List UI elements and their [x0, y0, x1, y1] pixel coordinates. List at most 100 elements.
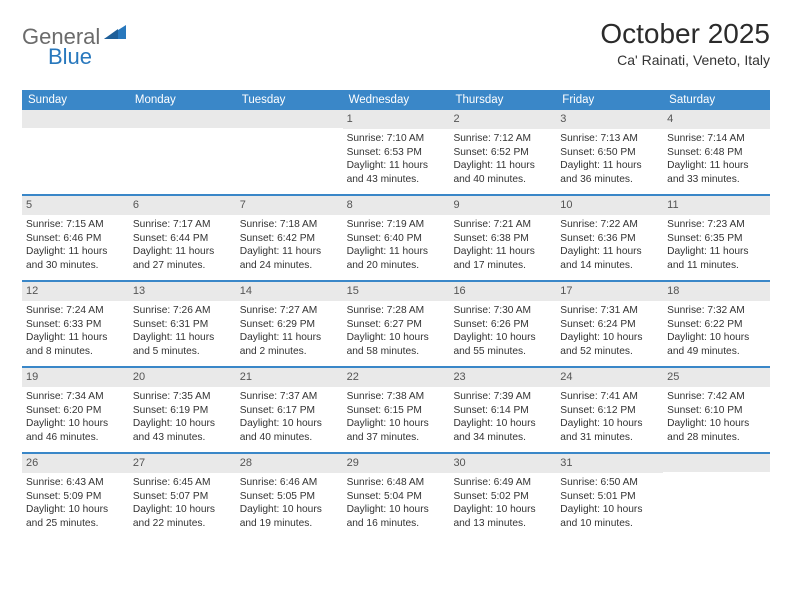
- sunrise-text: Sunrise: 7:19 AM: [347, 218, 446, 232]
- daylight-text: Daylight: 10 hours and 58 minutes.: [347, 331, 446, 359]
- sunrise-text: Sunrise: 6:43 AM: [26, 476, 125, 490]
- day-number-row: 20: [129, 368, 236, 387]
- daylight-text: Daylight: 11 hours and 11 minutes.: [667, 245, 766, 273]
- day-cell: [22, 110, 129, 194]
- day-number-row: 11: [663, 196, 770, 215]
- day-text: Sunrise: 6:46 AMSunset: 5:05 PMDaylight:…: [240, 476, 339, 531]
- day-number-row: 7: [236, 196, 343, 215]
- sunrise-text: Sunrise: 7:10 AM: [347, 132, 446, 146]
- daylight-text: Daylight: 10 hours and 22 minutes.: [133, 503, 232, 531]
- day-number-row: 27: [129, 454, 236, 473]
- day-text: Sunrise: 6:48 AMSunset: 5:04 PMDaylight:…: [347, 476, 446, 531]
- day-number: 2: [453, 113, 459, 125]
- day-text: Sunrise: 7:23 AMSunset: 6:35 PMDaylight:…: [667, 218, 766, 273]
- day-number: 31: [560, 457, 572, 469]
- day-text: Sunrise: 6:50 AMSunset: 5:01 PMDaylight:…: [560, 476, 659, 531]
- day-number-row: 17: [556, 282, 663, 301]
- sunset-text: Sunset: 6:40 PM: [347, 232, 446, 246]
- day-cell: [236, 110, 343, 194]
- day-cell: 23 Sunrise: 7:39 AMSunset: 6:14 PMDayligh…: [449, 368, 556, 452]
- day-number: 30: [453, 457, 465, 469]
- sunset-text: Sunset: 6:38 PM: [453, 232, 552, 246]
- week-row: 19Sunrise: 7:34 AMSunset: 6:20 PMDayligh…: [22, 366, 770, 452]
- day-number-row: 29: [343, 454, 450, 473]
- sunset-text: Sunset: 5:05 PM: [240, 490, 339, 504]
- daylight-text: Daylight: 10 hours and 28 minutes.: [667, 417, 766, 445]
- sunrise-text: Sunrise: 7:22 AM: [560, 218, 659, 232]
- day-cell: 26Sunrise: 6:43 AMSunset: 5:09 PMDayligh…: [22, 454, 129, 538]
- day-cell: 18 Sunrise: 7:32 AMSunset: 6:22 PMDayligh…: [663, 282, 770, 366]
- day-text: Sunrise: 7:42 AMSunset: 6:10 PMDaylight:…: [667, 390, 766, 445]
- day-number-row: 23: [449, 368, 556, 387]
- sunrise-text: Sunrise: 7:31 AM: [560, 304, 659, 318]
- sunrise-text: Sunrise: 7:28 AM: [347, 304, 446, 318]
- day-number-row: 6: [129, 196, 236, 215]
- day-number-row: 14: [236, 282, 343, 301]
- day-cell: 10Sunrise: 7:22 AMSunset: 6:36 PMDayligh…: [556, 196, 663, 280]
- day-number-row: 12: [22, 282, 129, 301]
- sunset-text: Sunset: 6:17 PM: [240, 404, 339, 418]
- sunrise-text: Sunrise: 7:24 AM: [26, 304, 125, 318]
- sunrise-text: Sunrise: 7:15 AM: [26, 218, 125, 232]
- day-cell: 15Sunrise: 7:28 AMSunset: 6:27 PMDayligh…: [343, 282, 450, 366]
- day-number: 26: [26, 457, 38, 469]
- week-row: 26Sunrise: 6:43 AMSunset: 5:09 PMDayligh…: [22, 452, 770, 538]
- day-number-row: 21: [236, 368, 343, 387]
- sunset-text: Sunset: 6:50 PM: [560, 146, 659, 160]
- day-number: 1: [347, 113, 353, 125]
- day-cell: 12 Sunrise: 7:24 AMSunset: 6:33 PMDayligh…: [22, 282, 129, 366]
- weekday-header: Tuesday: [236, 90, 343, 110]
- weekday-header: Thursday: [449, 90, 556, 110]
- day-number-row: [129, 110, 236, 128]
- day-cell: 2Sunrise: 7:12 AMSunset: 6:52 PMDaylight…: [449, 110, 556, 194]
- sunset-text: Sunset: 6:19 PM: [133, 404, 232, 418]
- day-cell: 11 Sunrise: 7:23 AMSunset: 6:35 PMDayligh…: [663, 196, 770, 280]
- day-number-row: 28: [236, 454, 343, 473]
- daylight-text: Daylight: 10 hours and 49 minutes.: [667, 331, 766, 359]
- sunrise-text: Sunrise: 7:32 AM: [667, 304, 766, 318]
- daylight-text: Daylight: 10 hours and 52 minutes.: [560, 331, 659, 359]
- sunrise-text: Sunrise: 7:26 AM: [133, 304, 232, 318]
- daylight-text: Daylight: 11 hours and 30 minutes.: [26, 245, 125, 273]
- day-number-row: 18: [663, 282, 770, 301]
- day-number-row: 30: [449, 454, 556, 473]
- day-text: Sunrise: 7:14 AMSunset: 6:48 PMDaylight:…: [667, 132, 766, 187]
- day-text: Sunrise: 7:39 AMSunset: 6:14 PMDaylight:…: [453, 390, 552, 445]
- day-number-row: [236, 110, 343, 128]
- daylight-text: Daylight: 10 hours and 25 minutes.: [26, 503, 125, 531]
- day-text: Sunrise: 7:18 AMSunset: 6:42 PMDaylight:…: [240, 218, 339, 273]
- daylight-text: Daylight: 10 hours and 37 minutes.: [347, 417, 446, 445]
- day-cell: 19Sunrise: 7:34 AMSunset: 6:20 PMDayligh…: [22, 368, 129, 452]
- day-number-row: 16: [449, 282, 556, 301]
- daylight-text: Daylight: 11 hours and 33 minutes.: [667, 159, 766, 187]
- sunrise-text: Sunrise: 6:49 AM: [453, 476, 552, 490]
- logo-blue-text: Blue: [48, 44, 92, 69]
- daylight-text: Daylight: 10 hours and 16 minutes.: [347, 503, 446, 531]
- daylight-text: Daylight: 11 hours and 8 minutes.: [26, 331, 125, 359]
- day-number-row: 9: [449, 196, 556, 215]
- week-row: 5Sunrise: 7:15 AMSunset: 6:46 PMDaylight…: [22, 194, 770, 280]
- day-number: 6: [133, 199, 139, 211]
- sunrise-text: Sunrise: 7:35 AM: [133, 390, 232, 404]
- day-number-row: 31: [556, 454, 663, 473]
- week-row: 1Sunrise: 7:10 AMSunset: 6:53 PMDaylight…: [22, 110, 770, 194]
- day-number: 16: [453, 285, 465, 297]
- sunrise-text: Sunrise: 6:46 AM: [240, 476, 339, 490]
- calendar: SundayMondayTuesdayWednesdayThursdayFrid…: [22, 90, 770, 538]
- day-number: 17: [560, 285, 572, 297]
- day-number: 21: [240, 371, 252, 383]
- sunset-text: Sunset: 6:22 PM: [667, 318, 766, 332]
- page-subtitle: Ca' Rainati, Veneto, Italy: [600, 52, 770, 68]
- day-number-row: 2: [449, 110, 556, 129]
- day-text: Sunrise: 7:41 AMSunset: 6:12 PMDaylight:…: [560, 390, 659, 445]
- day-cell: 27 Sunrise: 6:45 AMSunset: 5:07 PMDayligh…: [129, 454, 236, 538]
- sunset-text: Sunset: 6:33 PM: [26, 318, 125, 332]
- day-text: Sunrise: 7:35 AMSunset: 6:19 PMDaylight:…: [133, 390, 232, 445]
- day-cell: [129, 110, 236, 194]
- day-number-row: [663, 454, 770, 472]
- daylight-text: Daylight: 11 hours and 40 minutes.: [453, 159, 552, 187]
- sunset-text: Sunset: 6:12 PM: [560, 404, 659, 418]
- day-text: Sunrise: 6:45 AMSunset: 5:07 PMDaylight:…: [133, 476, 232, 531]
- day-text: Sunrise: 6:49 AMSunset: 5:02 PMDaylight:…: [453, 476, 552, 531]
- sunset-text: Sunset: 6:27 PM: [347, 318, 446, 332]
